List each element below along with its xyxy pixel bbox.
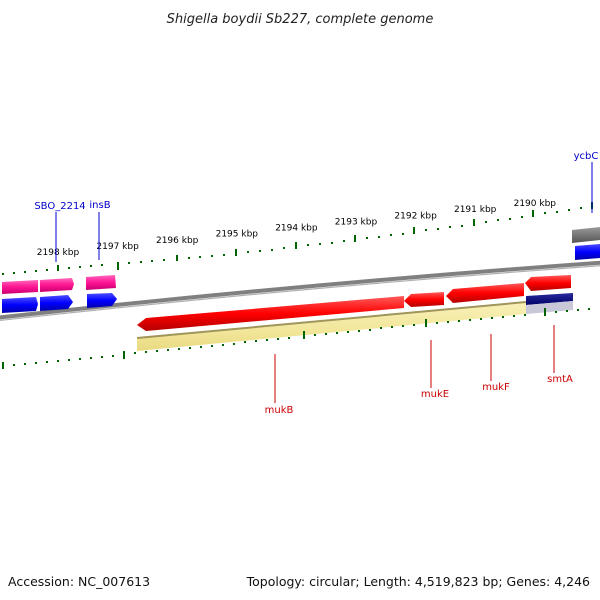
gene-label-mukb[interactable]: mukB <box>265 405 294 416</box>
tick-label-2192: 2192 kbp <box>394 211 437 221</box>
forward-gene-track <box>2 275 116 294</box>
cds-sbo2214-a[interactable] <box>2 297 38 313</box>
reverse-cds-track <box>137 275 571 331</box>
gene-feature-ycbc[interactable] <box>572 227 600 243</box>
gene-label-smta[interactable]: smtA <box>547 374 573 385</box>
cds-smta[interactable] <box>525 275 571 291</box>
accession-label: Accession: NC_007613 <box>8 574 151 589</box>
topology-label: Topology: circular; Length: 4,519,823 bp… <box>246 574 590 589</box>
gene-label-muke[interactable]: mukE <box>421 389 449 400</box>
outer-ruler <box>2 202 593 275</box>
cds-muke[interactable] <box>404 292 444 307</box>
cds-mukf[interactable] <box>446 283 524 303</box>
cds-insb[interactable] <box>87 293 117 308</box>
tick-label-2191: 2191 kbp <box>454 205 497 215</box>
reverse-gene-track <box>136 293 573 351</box>
inner-ruler <box>2 308 590 369</box>
gene-label-insb[interactable]: insB <box>89 200 110 211</box>
tick-label-2195: 2195 kbp <box>216 230 259 240</box>
backbone-outer <box>0 260 600 320</box>
backbone-inner <box>0 265 600 322</box>
gene-feature-sbo2214-b[interactable] <box>40 278 74 292</box>
gene-leaders <box>55 162 593 403</box>
map-title: Shigella boydii Sb227, complete genome <box>167 12 434 27</box>
gene-feature-mukb-f[interactable] <box>137 302 526 351</box>
gene-feature-insb[interactable] <box>86 275 116 290</box>
gene-label-ycbc[interactable]: ycbC <box>574 151 599 162</box>
tick-label-2193: 2193 kbp <box>335 218 378 228</box>
cds-ycbc[interactable] <box>575 244 600 260</box>
gene-label-mukf[interactable]: mukF <box>482 382 510 393</box>
gene-feature-sbo2214-a[interactable] <box>2 280 38 294</box>
forward-cds-track <box>2 244 600 313</box>
gene-feature-smta[interactable] <box>526 301 573 314</box>
tick-label-2190: 2190 kbp <box>514 199 557 209</box>
tick-label-2196: 2196 kbp <box>156 236 199 246</box>
tick-label-2198: 2198 kbp <box>37 248 80 258</box>
cds-mukb[interactable] <box>137 296 404 331</box>
cds-sbo2214-b[interactable] <box>40 295 73 311</box>
gene-label-sbo2214[interactable]: SBO_2214 <box>34 201 85 212</box>
tick-label-2194: 2194 kbp <box>275 224 318 234</box>
tick-labels: 2198 kbp 2197 kbp 2196 kbp 2195 kbp 2194 kbp… <box>37 199 556 258</box>
tick-label-2197: 2197 kbp <box>96 242 139 252</box>
